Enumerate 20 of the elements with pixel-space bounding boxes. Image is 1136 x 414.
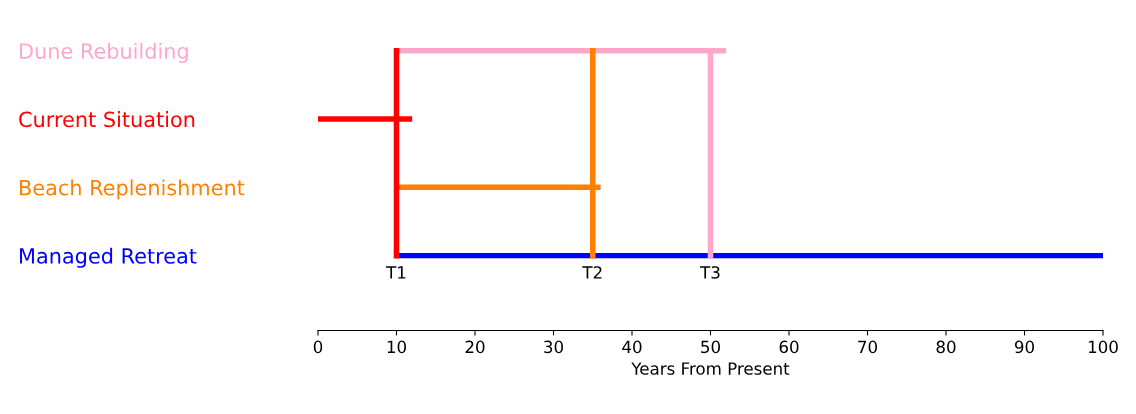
y-tick-label: Current Situation bbox=[19, 111, 195, 128]
y-tick-label: Managed Retreat bbox=[20, 247, 197, 268]
ref-line-label: T1 bbox=[386, 266, 406, 279]
ref-line-label: T2 bbox=[582, 266, 602, 279]
x-tick-label: 90 bbox=[1014, 340, 1034, 354]
y-tick-label: Beach Replenishment bbox=[20, 179, 245, 200]
x-tick-label: 10 bbox=[387, 340, 406, 354]
y-tick-label: Dune Rebuilding bbox=[20, 42, 188, 63]
x-tick-label: 50 bbox=[701, 340, 720, 354]
x-tick-label: 70 bbox=[858, 340, 877, 354]
x-tick-label: 100 bbox=[1088, 340, 1118, 354]
x-tick-label: 80 bbox=[936, 340, 956, 354]
x-tick-label: 20 bbox=[465, 340, 485, 354]
x-tick-label: 40 bbox=[622, 340, 642, 354]
x-tick-label: 0 bbox=[313, 340, 323, 354]
x-tick-label: 60 bbox=[779, 340, 799, 354]
x-axis-title: Years From Present bbox=[631, 362, 790, 375]
x-tick-label: 30 bbox=[544, 340, 563, 354]
ref-line-label: T3 bbox=[700, 266, 720, 279]
bar bbox=[396, 252, 1103, 259]
